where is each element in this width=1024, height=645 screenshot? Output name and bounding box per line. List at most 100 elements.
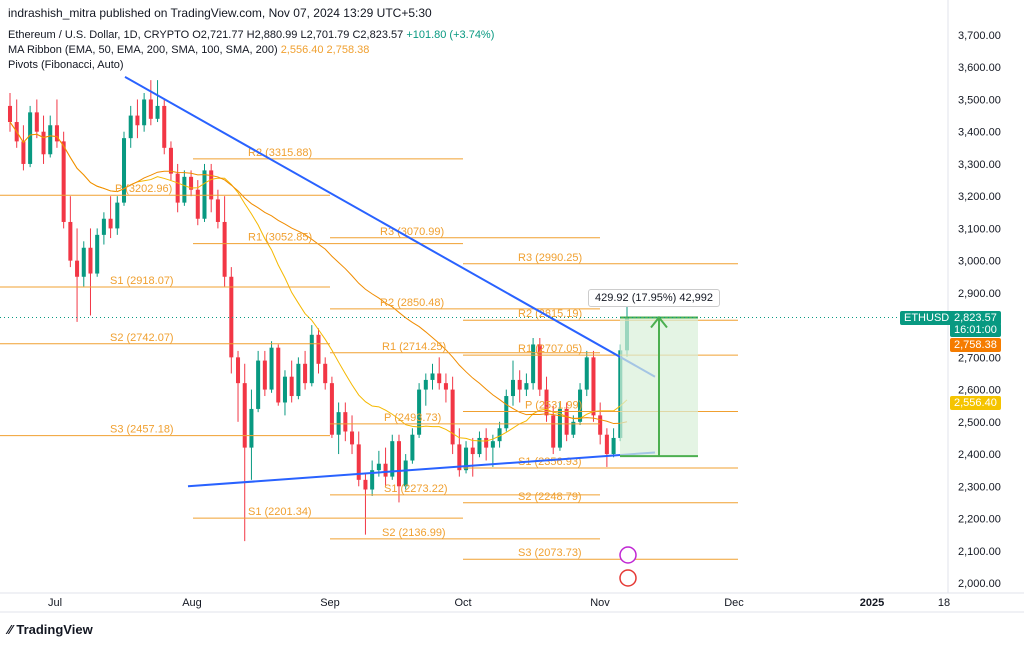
y-tick-label: 2,600.00 xyxy=(958,385,1001,397)
price-tag: 2,758.38 xyxy=(950,338,1001,352)
candle-body xyxy=(21,141,26,164)
ohlc-low: L2,701.79 xyxy=(300,29,350,41)
legend: Ethereum / U.S. Dollar, 1D, CRYPTO O2,72… xyxy=(8,28,495,73)
x-tick-label: 2025 xyxy=(860,597,884,609)
y-tick-label: 3,700.00 xyxy=(958,30,1001,42)
y-tick-label: 2,500.00 xyxy=(958,417,1001,429)
candle-body xyxy=(350,431,355,445)
candle-body xyxy=(484,437,489,448)
candle-body xyxy=(135,115,140,126)
candle-body xyxy=(41,131,46,155)
candle-body xyxy=(531,344,536,384)
candle-body xyxy=(175,173,180,203)
price-tag: ETHUSD xyxy=(900,311,954,325)
price-tag: 2,556.40 xyxy=(950,396,1001,410)
candle-body xyxy=(598,415,603,435)
ohlc-high: H2,880.99 xyxy=(246,29,298,41)
candle-body xyxy=(396,441,401,487)
pivot-level-label: S1 (2918.07) xyxy=(110,275,174,287)
candle-body xyxy=(611,437,616,455)
event-flash-icon xyxy=(619,546,637,564)
x-tick-label: Aug xyxy=(182,597,202,609)
candle-body xyxy=(262,360,267,390)
candle-body xyxy=(68,221,73,261)
candle-body xyxy=(48,125,53,155)
candle-body xyxy=(464,447,469,471)
pivot-level-label: S1 (2201.34) xyxy=(248,506,312,518)
candle-body xyxy=(182,176,187,203)
candle-body xyxy=(168,147,173,174)
pivots-row[interactable]: Pivots (Fibonacci, Auto) xyxy=(8,58,494,73)
candle-body xyxy=(376,463,381,471)
y-tick-label: 3,300.00 xyxy=(958,159,1001,171)
candle-body xyxy=(571,421,576,435)
ohlc-change: +101.80 (+3.74%) xyxy=(406,29,495,41)
ma-ribbon-row[interactable]: MA Ribbon (EMA, 50, EMA, 200, SMA, 100, … xyxy=(8,43,494,58)
y-tick-label: 3,500.00 xyxy=(958,94,1001,106)
y-tick-label: 3,400.00 xyxy=(958,127,1001,139)
candle-body xyxy=(544,389,549,416)
candle-body xyxy=(155,105,160,119)
y-tick-label: 2,900.00 xyxy=(958,288,1001,300)
candle-body xyxy=(363,479,368,490)
candle-body xyxy=(510,379,516,397)
candle-body xyxy=(195,189,200,219)
candle-body xyxy=(537,344,542,390)
tradingview-logo-icon: ⁄⁄ xyxy=(8,622,13,637)
x-tick-label: Jul xyxy=(48,597,62,609)
candle-body xyxy=(584,357,589,390)
candle-body xyxy=(430,373,435,380)
candle-body xyxy=(423,379,428,390)
candle-body xyxy=(215,199,220,222)
candle-body xyxy=(477,437,482,455)
candle-body xyxy=(370,470,375,490)
candle-body xyxy=(343,412,348,432)
pivot-level-label: S1 (2273.22) xyxy=(384,483,448,495)
y-tick-label: 2,700.00 xyxy=(958,352,1001,364)
tradingview-brand[interactable]: ⁄⁄ TradingView xyxy=(8,622,93,637)
candle-body xyxy=(497,428,502,442)
pivot-level-label: R3 (3070.99) xyxy=(380,226,444,238)
measure-arrow-head xyxy=(650,315,668,329)
published-line: indrashish_mitra published on TradingVie… xyxy=(8,6,432,20)
x-tick-label: Sep xyxy=(320,597,340,609)
candle-body xyxy=(249,408,254,448)
candle-body xyxy=(276,347,281,403)
candle-body xyxy=(303,363,308,384)
candle-body xyxy=(202,170,207,219)
candle-body xyxy=(564,408,569,435)
candle-body xyxy=(443,383,448,390)
candle-body xyxy=(578,389,583,422)
pivot-level-label: P (2493.73) xyxy=(384,412,441,424)
candle-body xyxy=(504,396,509,429)
ma-ribbon-values: 2,556.40 2,758.38 xyxy=(280,44,370,56)
symbol-row[interactable]: Ethereum / U.S. Dollar, 1D, CRYPTO O2,72… xyxy=(8,28,495,43)
x-tick-label: 18 xyxy=(938,597,950,609)
candle-body xyxy=(410,434,415,461)
pivot-level-label: S2 (2742.07) xyxy=(110,332,174,344)
y-tick-label: 3,600.00 xyxy=(958,62,1001,74)
y-tick-label: 2,200.00 xyxy=(958,514,1001,526)
candle-body xyxy=(95,234,100,274)
price-tag: 16:01:00 xyxy=(950,323,1001,337)
candle-body xyxy=(209,170,214,200)
candle-body xyxy=(108,218,113,229)
candle-body xyxy=(229,276,234,358)
candle-body xyxy=(390,441,395,477)
pivot-level-label: R1 (2707.05) xyxy=(518,343,582,355)
candle-body xyxy=(142,99,147,126)
y-tick-label: 2,400.00 xyxy=(958,449,1001,461)
candle-body xyxy=(450,389,455,445)
pivot-level-label: R2 (2815.19) xyxy=(518,308,582,320)
candle-body xyxy=(356,444,361,480)
candle-body xyxy=(34,112,39,132)
pivot-level-label: P (2531.99) xyxy=(525,400,582,412)
candle-body xyxy=(403,460,408,487)
candle-body xyxy=(591,357,596,416)
pivot-level-label: R1 (3052.85) xyxy=(248,232,312,244)
candle-body xyxy=(54,125,59,142)
candle-body xyxy=(296,363,301,397)
candle-body xyxy=(329,383,334,435)
y-tick-label: 2,300.00 xyxy=(958,481,1001,493)
